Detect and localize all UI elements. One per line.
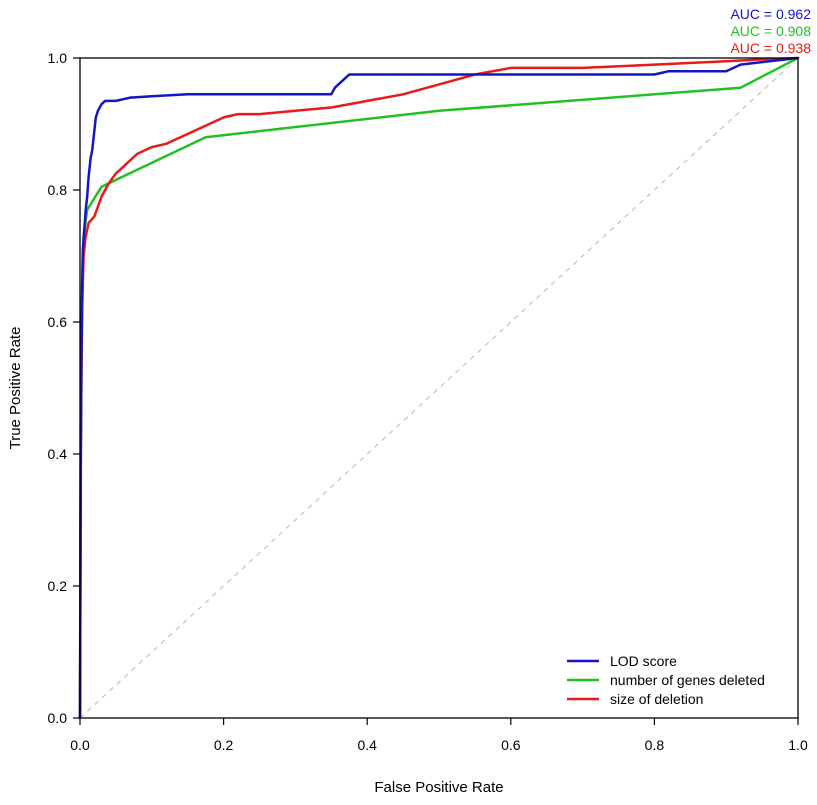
legend-label: LOD score <box>610 653 677 669</box>
x-tick-label: 1.0 <box>788 737 808 753</box>
auc-label: AUC = 0.938 <box>730 40 811 56</box>
legend-label: number of genes deleted <box>610 672 765 688</box>
y-tick-label: 0.8 <box>48 182 68 198</box>
x-tick-label: 0.0 <box>70 737 90 753</box>
auc-label: AUC = 0.908 <box>730 23 811 39</box>
y-tick-label: 0.2 <box>48 578 68 594</box>
x-tick-label: 0.4 <box>357 737 377 753</box>
series-layer <box>78 56 800 720</box>
y-axis-label: True Positive Rate <box>7 327 24 450</box>
x-tick-label: 0.6 <box>501 737 521 753</box>
y-tick-label: 0.0 <box>48 710 68 726</box>
series-line-number-of-genes-deleted <box>78 56 800 720</box>
x-tick-label: 0.2 <box>214 737 234 753</box>
y-tick-label: 0.6 <box>48 314 68 330</box>
y-tick-label: 0.4 <box>48 446 68 462</box>
series-line-lod-score <box>78 56 800 720</box>
diagonal-reference-line <box>79 57 799 719</box>
plot-frame <box>79 57 799 719</box>
auc-label: AUC = 0.962 <box>730 6 811 22</box>
legend: LOD score number of genes deleted size of … <box>567 653 765 707</box>
x-tick-label: 0.8 <box>645 737 665 753</box>
x-axis-ticks: 0.0 0.2 0.4 0.6 0.8 1.0 <box>70 718 808 753</box>
x-axis-label: False Positive Rate <box>374 779 503 796</box>
legend-label: size of deletion <box>610 691 703 707</box>
diagonal-reference-layer <box>79 57 799 719</box>
series-line-size-of-deletion <box>78 56 800 720</box>
y-tick-label: 1.0 <box>48 50 68 66</box>
y-axis-ticks: 0.0 0.2 0.4 0.6 0.8 1.0 <box>48 50 80 726</box>
